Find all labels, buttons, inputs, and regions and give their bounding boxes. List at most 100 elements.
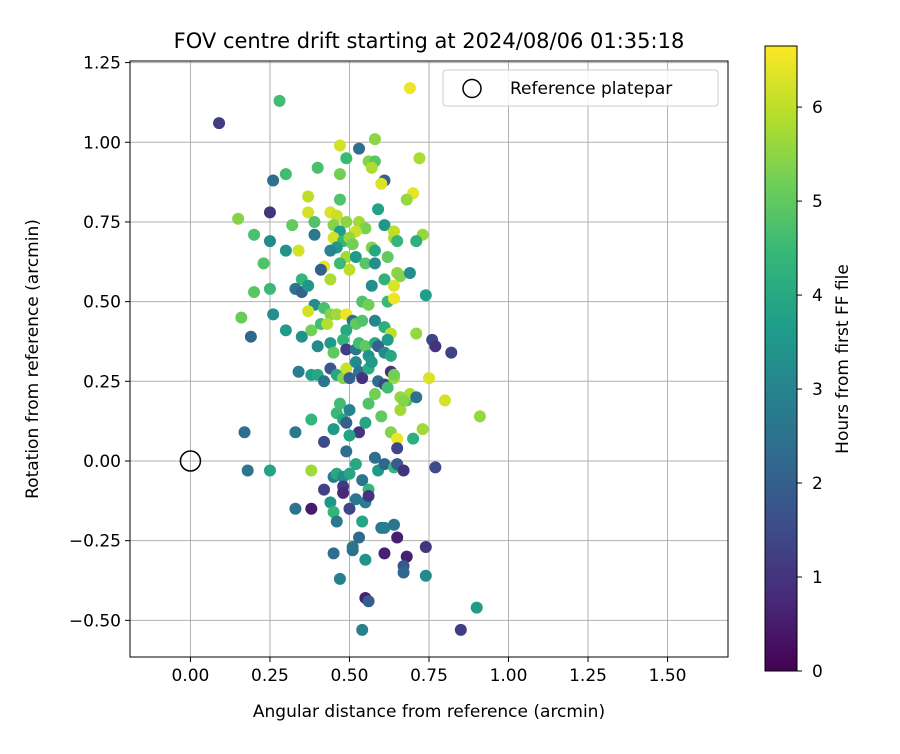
data-point bbox=[343, 403, 356, 416]
data-point bbox=[368, 388, 381, 401]
data-point bbox=[324, 337, 337, 350]
data-point bbox=[302, 279, 315, 292]
data-point bbox=[359, 257, 372, 270]
data-point bbox=[356, 515, 369, 528]
data-point bbox=[279, 168, 292, 181]
y-tick-label: −0.25 bbox=[69, 532, 121, 552]
data-point bbox=[340, 362, 353, 375]
y-tick-label: 0.25 bbox=[83, 372, 121, 392]
y-axis-label: Rotation from reference (arcmin) bbox=[23, 219, 43, 499]
data-point bbox=[356, 314, 369, 327]
data-point bbox=[318, 483, 331, 496]
data-point bbox=[305, 502, 318, 515]
data-point bbox=[292, 365, 305, 378]
data-point bbox=[372, 203, 385, 216]
y-tick-label: −0.50 bbox=[69, 611, 121, 631]
data-point bbox=[375, 177, 388, 190]
data-point bbox=[365, 356, 378, 369]
chart-title: FOV centre drift starting at 2024/08/06 … bbox=[174, 29, 685, 53]
x-axis-label: Angular distance from reference (arcmin) bbox=[253, 702, 605, 722]
data-point bbox=[394, 270, 407, 283]
data-point bbox=[388, 518, 401, 531]
data-point bbox=[429, 340, 442, 353]
data-point bbox=[340, 416, 353, 429]
data-point bbox=[356, 372, 369, 385]
data-point bbox=[353, 426, 366, 439]
x-tick-label: 0.75 bbox=[410, 666, 448, 686]
data-point bbox=[346, 541, 359, 554]
data-point bbox=[349, 458, 362, 471]
x-tick-label: 1.50 bbox=[649, 666, 687, 686]
colorbar-tick-label: 2 bbox=[812, 474, 823, 494]
data-point bbox=[365, 161, 378, 174]
data-point bbox=[213, 117, 226, 130]
data-point bbox=[238, 426, 251, 439]
reference-platepar-marker bbox=[179, 450, 202, 472]
x-axis-ticks: 0.00 0.25 0.50 0.75 1.00 1.25 1.50 bbox=[172, 657, 687, 686]
data-point bbox=[368, 451, 381, 464]
data-point bbox=[340, 343, 353, 356]
data-point bbox=[311, 161, 324, 174]
data-point bbox=[359, 222, 372, 235]
data-point bbox=[397, 464, 410, 477]
data-point bbox=[337, 486, 350, 499]
x-tick-label: 0.25 bbox=[251, 666, 289, 686]
data-point bbox=[403, 82, 416, 95]
data-point bbox=[403, 266, 416, 279]
data-point bbox=[359, 340, 372, 353]
data-point bbox=[263, 282, 276, 295]
data-point bbox=[324, 273, 337, 286]
data-point bbox=[349, 356, 362, 369]
data-point bbox=[419, 569, 432, 582]
data-point bbox=[305, 324, 318, 337]
colorbar-tick-label: 1 bbox=[812, 568, 823, 588]
data-point bbox=[333, 193, 346, 206]
data-point bbox=[324, 244, 337, 257]
data-point bbox=[302, 305, 315, 318]
legend-entry: Reference platepar bbox=[510, 79, 672, 99]
data-point bbox=[305, 464, 318, 477]
reference-marker bbox=[179, 450, 202, 472]
data-point bbox=[330, 515, 343, 528]
data-point bbox=[438, 394, 451, 407]
y-tick-label: 0.75 bbox=[83, 213, 121, 233]
data-point bbox=[445, 346, 458, 359]
data-point bbox=[375, 410, 388, 423]
y-axis-ticks: −0.50 −0.25 0.00 0.25 0.50 0.75 1.00 1.25 bbox=[69, 54, 130, 631]
data-point bbox=[314, 263, 327, 276]
data-point bbox=[365, 279, 378, 292]
data-point bbox=[308, 228, 321, 241]
data-point bbox=[311, 340, 324, 353]
data-point bbox=[391, 432, 404, 445]
data-point bbox=[378, 547, 391, 560]
y-tick-label: 1.25 bbox=[83, 54, 121, 74]
data-point bbox=[378, 521, 391, 534]
data-point bbox=[241, 464, 254, 477]
data-point bbox=[318, 435, 331, 448]
data-point bbox=[391, 235, 404, 248]
data-point bbox=[362, 397, 375, 410]
data-point bbox=[362, 298, 375, 311]
data-point bbox=[273, 94, 286, 107]
colorbar-tick-label: 4 bbox=[812, 286, 823, 306]
data-point bbox=[388, 279, 401, 292]
y-tick-label: 0.50 bbox=[83, 293, 121, 313]
data-point bbox=[381, 333, 394, 346]
y-tick-label: 1.00 bbox=[83, 133, 121, 153]
data-point bbox=[400, 193, 413, 206]
data-point bbox=[391, 531, 404, 544]
x-tick-label: 1.00 bbox=[490, 666, 528, 686]
data-point bbox=[378, 273, 391, 286]
data-point bbox=[257, 257, 270, 270]
data-point bbox=[289, 502, 302, 515]
data-point bbox=[419, 541, 432, 554]
data-point bbox=[343, 429, 356, 442]
data-point bbox=[356, 474, 369, 487]
data-point bbox=[368, 133, 381, 146]
data-point bbox=[279, 244, 292, 257]
data-point bbox=[423, 372, 435, 385]
x-tick-label: 0.00 bbox=[172, 666, 210, 686]
data-point bbox=[419, 289, 432, 302]
colorbar-label: Hours from first FF file bbox=[833, 264, 853, 454]
data-point bbox=[356, 623, 369, 636]
